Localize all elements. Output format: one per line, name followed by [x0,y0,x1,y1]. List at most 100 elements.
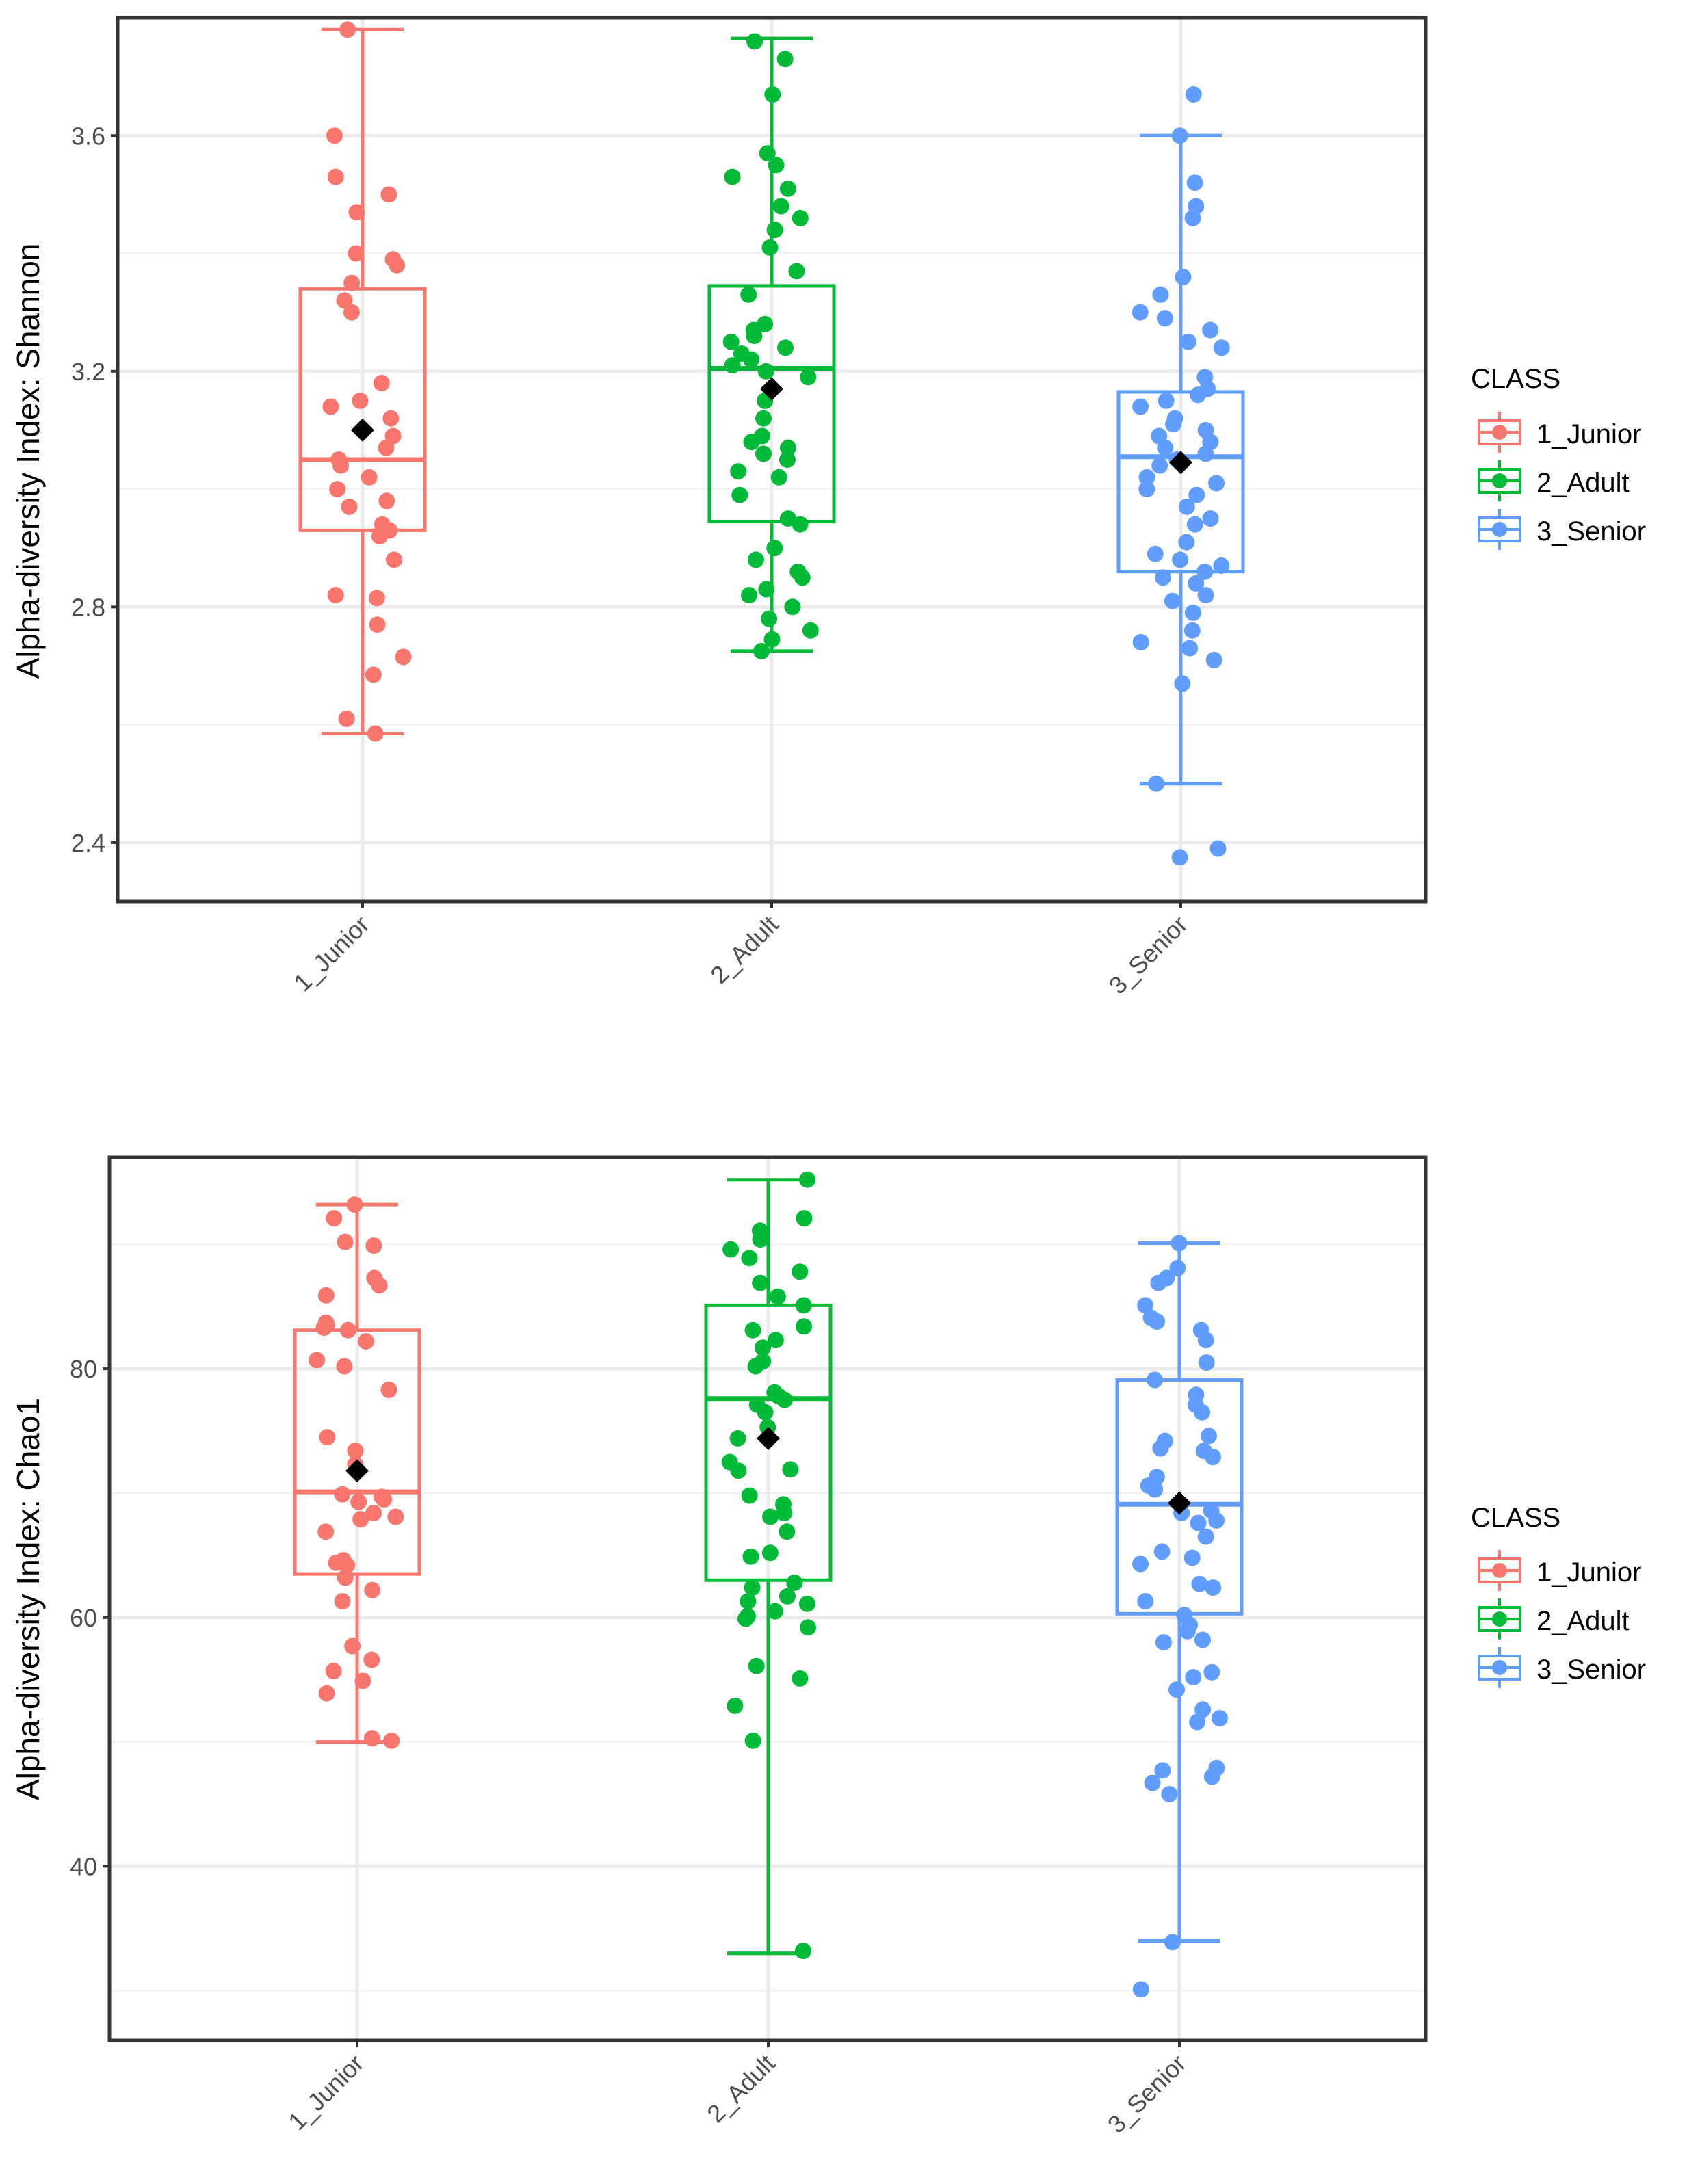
chao1-legend-label-adult: 2_Adult [1536,1606,1630,1636]
chao1-data-point-3_Senior [1192,1321,1209,1339]
shannon-data-point-3_Senior [1186,516,1203,533]
shannon-data-point-1_Junior [336,292,353,309]
shannon-data-point-3_Senior [1188,198,1205,215]
shannon-y-tick-label: 2.8 [71,593,105,621]
chao1-y-tick-label: 40 [70,1852,97,1880]
chao1-data-point-3_Senior [1153,1543,1171,1560]
shannon-data-point-2_Adult [761,610,778,627]
chao1-data-point-1_Junior [347,1443,364,1460]
chao1-data-point-3_Senior [1144,1774,1161,1791]
shannon-data-point-1_Junior [343,274,361,291]
chao1-data-point-1_Junior [387,1508,404,1525]
chao1-data-point-2_Adult [800,1619,816,1636]
chao1-data-point-3_Senior [1168,1681,1185,1698]
shannon-panel: 2.4 2.8 3.2 3.6 1_Junior 2_Adult 3_Senior Alph… [10,16,1646,1000]
chao1-data-point-3_Senior [1194,1631,1211,1648]
chao1-data-point-2_Adult [755,1339,771,1356]
shannon-data-point-3_Senior [1171,127,1188,144]
chao1-data-point-1_Junior [309,1352,325,1369]
shannon-legend-key-1_Junior [1478,412,1521,453]
shannon-legend-label-senior: 3_Senior [1536,516,1646,547]
shannon-data-point-1_Junior [338,711,355,727]
shannon-data-point-3_Senior [1208,475,1225,492]
shannon-data-point-2_Adult [746,33,763,50]
chao1-data-point-3_Senior [1211,1710,1228,1727]
chao1-legend-key-1_Junior [1478,1550,1521,1591]
chao1-data-point-2_Adult [748,1657,765,1674]
chao1-data-point-1_Junior [317,1287,335,1304]
chao1-data-point-1_Junior [383,1732,400,1749]
shannon-data-point-2_Adult [733,345,750,362]
chao1-data-point-2_Adult [752,1274,769,1291]
shannon-data-point-2_Adult [741,587,757,604]
shannon-data-point-2_Adult [755,445,772,462]
chao1-data-point-1_Junior [365,1505,382,1521]
chao1-data-point-1_Junior [337,1569,354,1586]
shannon-data-point-3_Senior [1156,310,1173,327]
chao1-data-point-2_Adult [755,1353,772,1370]
shannon-data-point-3_Senior [1205,651,1222,668]
chao1-data-point-1_Junior [334,1486,351,1503]
chao1-data-point-1_Junior [336,1358,353,1375]
chao1-data-point-2_Adult [751,1222,768,1239]
shannon-data-point-3_Senior [1132,304,1149,321]
chao1-data-point-3_Senior [1194,1701,1212,1718]
shannon-data-point-3_Senior [1186,174,1203,192]
chao1-data-point-1_Junior [374,1488,390,1505]
chao1-data-point-3_Senior [1158,1269,1175,1287]
chao1-legend-title: CLASS [1471,1503,1560,1533]
shannon-data-point-3_Senior [1154,569,1171,586]
shannon-data-point-1_Junior [329,481,346,498]
shannon-data-point-3_Senior [1175,269,1192,285]
shannon-data-point-2_Adult [784,598,801,616]
shannon-data-point-3_Senior [1196,563,1214,580]
chao1-data-point-3_Senior [1137,1297,1154,1314]
chao1-data-point-2_Adult [798,1595,815,1612]
chao1-data-point-3_Senior [1137,1593,1154,1610]
chao1-data-point-2_Adult [722,1241,740,1258]
shannon-data-point-2_Adult [731,486,748,503]
chao1-data-point-3_Senior [1148,1469,1165,1486]
chao1-data-point-1_Junior [318,1685,335,1702]
chao1-legend-label-senior: 3_Senior [1536,1655,1646,1685]
shannon-data-point-3_Senior [1164,592,1181,609]
shannon-data-point-1_Junior [365,666,382,683]
chao1-data-point-3_Senior [1203,1502,1220,1519]
chao1-data-point-3_Senior [1195,1443,1212,1460]
shannon-mean-marker-3_Senior [1169,451,1192,475]
chao1-data-point-2_Adult [740,1593,757,1610]
shannon-data-point-1_Junior [322,398,339,415]
chao1-data-point-1_Junior [354,1672,371,1689]
shannon-data-point-1_Junior [367,725,384,742]
shannon-data-point-2_Adult [766,540,783,557]
shannon-data-point-1_Junior [380,186,397,203]
chao1-data-point-1_Junior [326,1210,343,1227]
chao1-data-point-1_Junior [350,1493,367,1510]
chao1-legend-key-2_Adult [1478,1598,1521,1640]
shannon-data-point-2_Adult [779,180,796,197]
shannon-iqr-box [298,287,427,532]
shannon-data-point-1_Junior [326,127,343,144]
chao1-box-2_Adult [704,1178,833,1956]
chao1-data-point-3_Senior [1169,1259,1186,1276]
shannon-iqr-box [707,284,836,523]
shannon-data-point-1_Junior [386,551,402,568]
shannon-data-point-1_Junior [348,245,365,262]
chao1-y-tick-label: 60 [70,1604,97,1632]
chao1-data-point-1_Junior [334,1593,351,1610]
chao1-data-point-2_Adult [779,1523,796,1540]
shannon-data-point-3_Senior [1188,575,1205,592]
chao1-data-point-1_Junior [344,1637,361,1655]
shannon-y-axis-label: Alpha-diversity Index: Shannon [10,244,46,679]
shannon-data-point-2_Adult [802,622,819,639]
shannon-data-point-2_Adult [730,463,747,480]
shannon-data-point-2_Adult [779,451,796,468]
shannon-data-point-1_Junior [339,21,356,38]
chao1-panel: 40 60 80 1_Junior 2_Adult 3_Senior Alpha-dive… [10,1155,1646,2139]
chao1-data-point-1_Junior [363,1651,380,1668]
shannon-data-point-1_Junior [378,439,395,456]
chao1-data-point-2_Adult [769,1288,786,1305]
shannon-y-tick-label: 3.6 [71,122,105,150]
chao1-data-point-2_Adult [799,1171,816,1188]
